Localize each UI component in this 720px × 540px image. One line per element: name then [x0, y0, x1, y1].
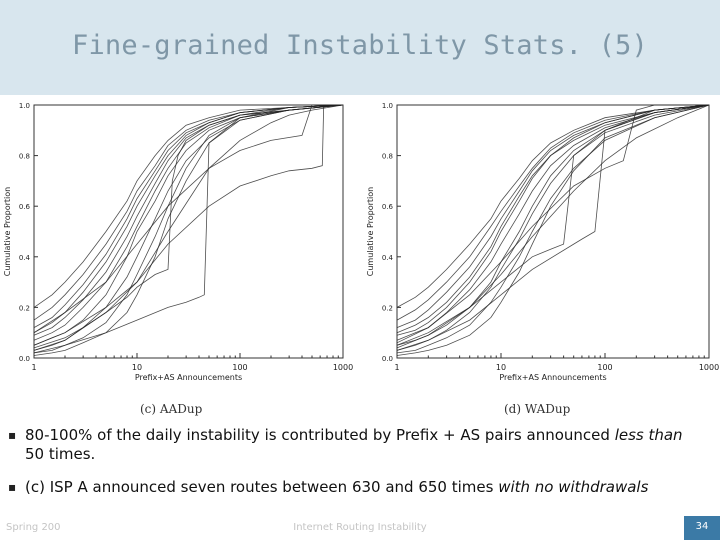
plot-frame — [396, 104, 710, 359]
x-axis-label: Prefix+AS Announcements — [499, 373, 606, 382]
x-tick-label: 10 — [496, 363, 506, 372]
y-tick-label: 1.0 — [19, 102, 30, 110]
bullet-text-emphasis: with no withdrawals — [498, 478, 649, 496]
bullet-text: 80-100% of the daily instability is cont… — [25, 426, 705, 464]
series-line — [33, 104, 344, 308]
series-line — [33, 104, 343, 334]
y-tick-label: 0.8 — [19, 153, 30, 161]
bullet-text-emphasis: less than — [614, 426, 683, 444]
y-axis-label: Cumulative Proportion — [3, 187, 12, 276]
plot-frame — [33, 104, 344, 359]
chart-panel-c: 0.0 0.2 0.4 0.6 0.8 1.0 1 10 100 1000 Prefix+AS An… — [3, 102, 353, 382]
chart-panel-d: 0.0 0.2 0.4 0.6 0.8 1.0 1 10 100 1000 Prefix+AS An… — [366, 102, 719, 382]
series-line — [396, 104, 710, 354]
y-tick-label: 0.6 — [382, 203, 394, 211]
bullet-text-part: (c) ISP A announced seven routes between… — [25, 478, 499, 496]
bullet-text-part: 80-100% of the daily instability is cont… — [25, 426, 615, 444]
x-tick-label: 10 — [132, 363, 142, 372]
series-line — [33, 104, 344, 354]
y-tick-label: 0.6 — [19, 203, 31, 211]
series-line — [396, 104, 709, 344]
page-number: 34 — [695, 521, 709, 532]
series-line — [396, 104, 710, 346]
x-tick-label: 1000 — [333, 363, 353, 372]
slide-title: Fine-grained Instability Stats. (5) — [72, 30, 648, 61]
series-line — [33, 104, 343, 346]
x-tick-label: 1 — [394, 363, 399, 372]
y-tick-label: 0.2 — [382, 304, 393, 312]
figure-panels: 0.0 0.2 0.4 0.6 0.8 1.0 1 10 100 1000 Prefix+AS An… — [3, 102, 719, 382]
bullet-text-part: 50 times. — [25, 445, 96, 463]
bullet-text: (c) ISP A announced seven routes between… — [25, 478, 705, 497]
y-tick-label: 1.0 — [382, 102, 393, 110]
x-tick-label: 100 — [597, 363, 612, 372]
chart-caption-c: (c) AADup — [140, 402, 203, 416]
footer-date: Spring 200 — [6, 522, 61, 533]
series-line — [396, 104, 710, 308]
y-tick-label: 0.8 — [382, 153, 393, 161]
series-line — [33, 104, 344, 328]
bullet-marker: ▪ — [8, 428, 17, 442]
x-tick-label: 1 — [31, 363, 36, 372]
footer-title: Internet Routing Instability — [293, 522, 427, 533]
title-banner — [0, 0, 720, 95]
series-line — [396, 104, 710, 328]
y-axis-label: Cumulative Proportion — [366, 187, 375, 276]
chart-caption-d: (d) WADup — [504, 402, 571, 416]
page-number-badge — [684, 516, 720, 540]
series-line — [396, 104, 710, 336]
y-tick-label: 0.0 — [382, 355, 393, 363]
x-axis-label: Prefix+AS Announcements — [135, 373, 242, 382]
y-tick-label: 0.4 — [382, 254, 394, 262]
y-tick-label: 0.0 — [19, 355, 30, 363]
y-tick-label: 0.4 — [19, 254, 31, 262]
bullet-marker: ▪ — [8, 480, 17, 494]
x-tick-label: 1000 — [699, 363, 719, 372]
series-line — [396, 104, 710, 351]
series-line — [33, 104, 344, 356]
x-tick-label: 100 — [232, 363, 247, 372]
series-line — [33, 104, 344, 336]
series-line — [33, 104, 344, 341]
series-line — [396, 104, 710, 321]
series-line — [396, 104, 710, 349]
y-tick-label: 0.2 — [19, 304, 30, 312]
